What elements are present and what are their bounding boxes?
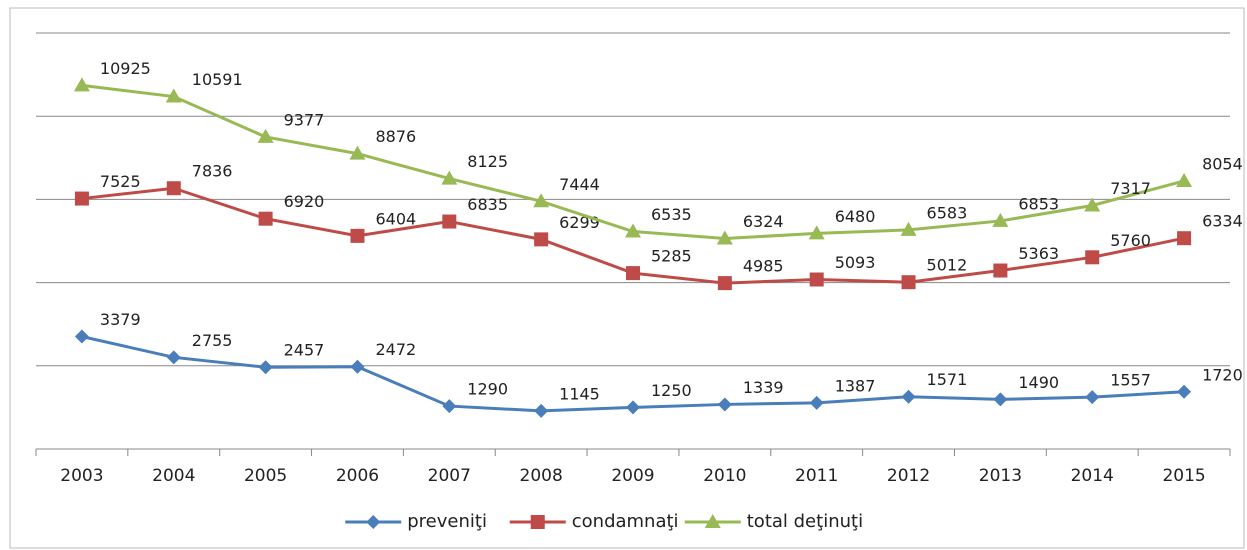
marker: [1177, 231, 1192, 246]
data-label: 6583: [927, 203, 968, 222]
data-label: 6920: [284, 192, 325, 211]
data-label: 8125: [467, 152, 508, 171]
marker: [993, 263, 1008, 278]
marker: [73, 77, 90, 92]
data-label: 2755: [192, 331, 233, 350]
marker: [901, 389, 916, 404]
x-tick-label: 2007: [428, 466, 471, 486]
data-label: 7317: [1110, 179, 1151, 198]
data-label: 6404: [375, 209, 416, 228]
marker: [717, 397, 732, 412]
data-label: 1720: [1202, 365, 1243, 384]
marker: [1085, 390, 1100, 405]
marker: [717, 276, 732, 291]
data-label: 2472: [375, 340, 416, 359]
data-label: 1250: [651, 381, 692, 400]
legend-label: condamnaţi: [572, 511, 679, 532]
marker: [350, 359, 365, 374]
marker: [901, 275, 916, 290]
data-label: 1145: [559, 384, 600, 403]
x-tick-label: 2003: [60, 466, 103, 486]
x-tick-label: 2014: [1071, 466, 1114, 486]
x-tick-label: 2015: [1162, 466, 1205, 486]
data-label: 5760: [1110, 231, 1151, 250]
marker: [166, 181, 181, 196]
marker: [1176, 172, 1193, 187]
data-label: 4985: [743, 257, 784, 276]
data-label: 5012: [927, 256, 968, 275]
marker: [626, 400, 640, 415]
marker: [350, 228, 365, 243]
data-label: 10925: [100, 59, 151, 78]
marker: [534, 232, 549, 247]
legend-label: preveniţi: [407, 511, 487, 532]
data-label: 1339: [743, 378, 784, 397]
marker: [530, 515, 545, 529]
data-label: 5363: [1018, 244, 1059, 263]
data-label: 2457: [284, 341, 325, 360]
marker: [809, 272, 824, 287]
marker: [992, 212, 1009, 227]
marker: [533, 193, 550, 208]
x-tick-label: 2008: [520, 466, 563, 486]
data-label: 8054: [1202, 154, 1243, 173]
data-label: 7836: [192, 162, 233, 181]
marker: [442, 214, 457, 229]
marker: [74, 329, 89, 344]
marker: [74, 191, 89, 206]
x-tick-label: 2010: [703, 466, 746, 486]
data-label: 1557: [1110, 371, 1151, 390]
data-label: 6535: [651, 205, 692, 224]
data-label: 7444: [559, 175, 600, 194]
marker: [704, 514, 721, 528]
data-label: 1571: [927, 370, 968, 389]
data-label: 1387: [835, 376, 876, 395]
marker: [441, 170, 458, 185]
marker: [166, 350, 181, 365]
marker: [809, 395, 824, 410]
marker: [258, 211, 273, 226]
marker: [1085, 250, 1100, 265]
x-tick-label: 2011: [795, 466, 838, 486]
marker: [257, 128, 274, 143]
marker: [349, 145, 366, 160]
marker: [900, 221, 917, 236]
marker: [1084, 197, 1101, 212]
x-tick-label: 2006: [336, 466, 379, 486]
data-label: 5093: [835, 253, 876, 272]
x-tick-label: 2009: [611, 466, 654, 486]
marker: [993, 392, 1008, 407]
marker: [366, 515, 381, 529]
marker: [165, 88, 182, 103]
marker: [625, 223, 641, 238]
data-label: 5285: [651, 247, 692, 266]
marker: [534, 403, 549, 418]
data-label: 7525: [100, 172, 141, 191]
marker: [626, 266, 640, 281]
data-label: 1490: [1018, 373, 1059, 392]
data-label: 1290: [467, 380, 508, 399]
marker: [1177, 384, 1192, 399]
x-tick-label: 2013: [979, 466, 1022, 486]
legend-label: total deţinuţi: [747, 511, 863, 532]
data-label: 10591: [192, 70, 243, 89]
data-label: 6480: [835, 207, 876, 226]
marker: [716, 230, 733, 245]
legend: preveniţi condamnaţi total deţinuţi: [345, 511, 863, 532]
data-label: 6299: [559, 213, 600, 232]
x-tick-label: 2005: [244, 466, 287, 486]
data-label: 6324: [743, 212, 784, 231]
data-label: 6853: [1018, 194, 1059, 213]
data-label: 8876: [375, 127, 416, 146]
x-tick-label: 2004: [152, 466, 195, 486]
data-label: 6835: [467, 195, 508, 214]
data-label: 9377: [284, 110, 325, 129]
data-label: 6334: [1202, 212, 1243, 231]
x-tick-label: 2012: [887, 466, 930, 486]
marker: [808, 225, 825, 240]
data-label: 3379: [100, 310, 141, 329]
marker: [442, 399, 457, 414]
marker: [258, 360, 273, 375]
